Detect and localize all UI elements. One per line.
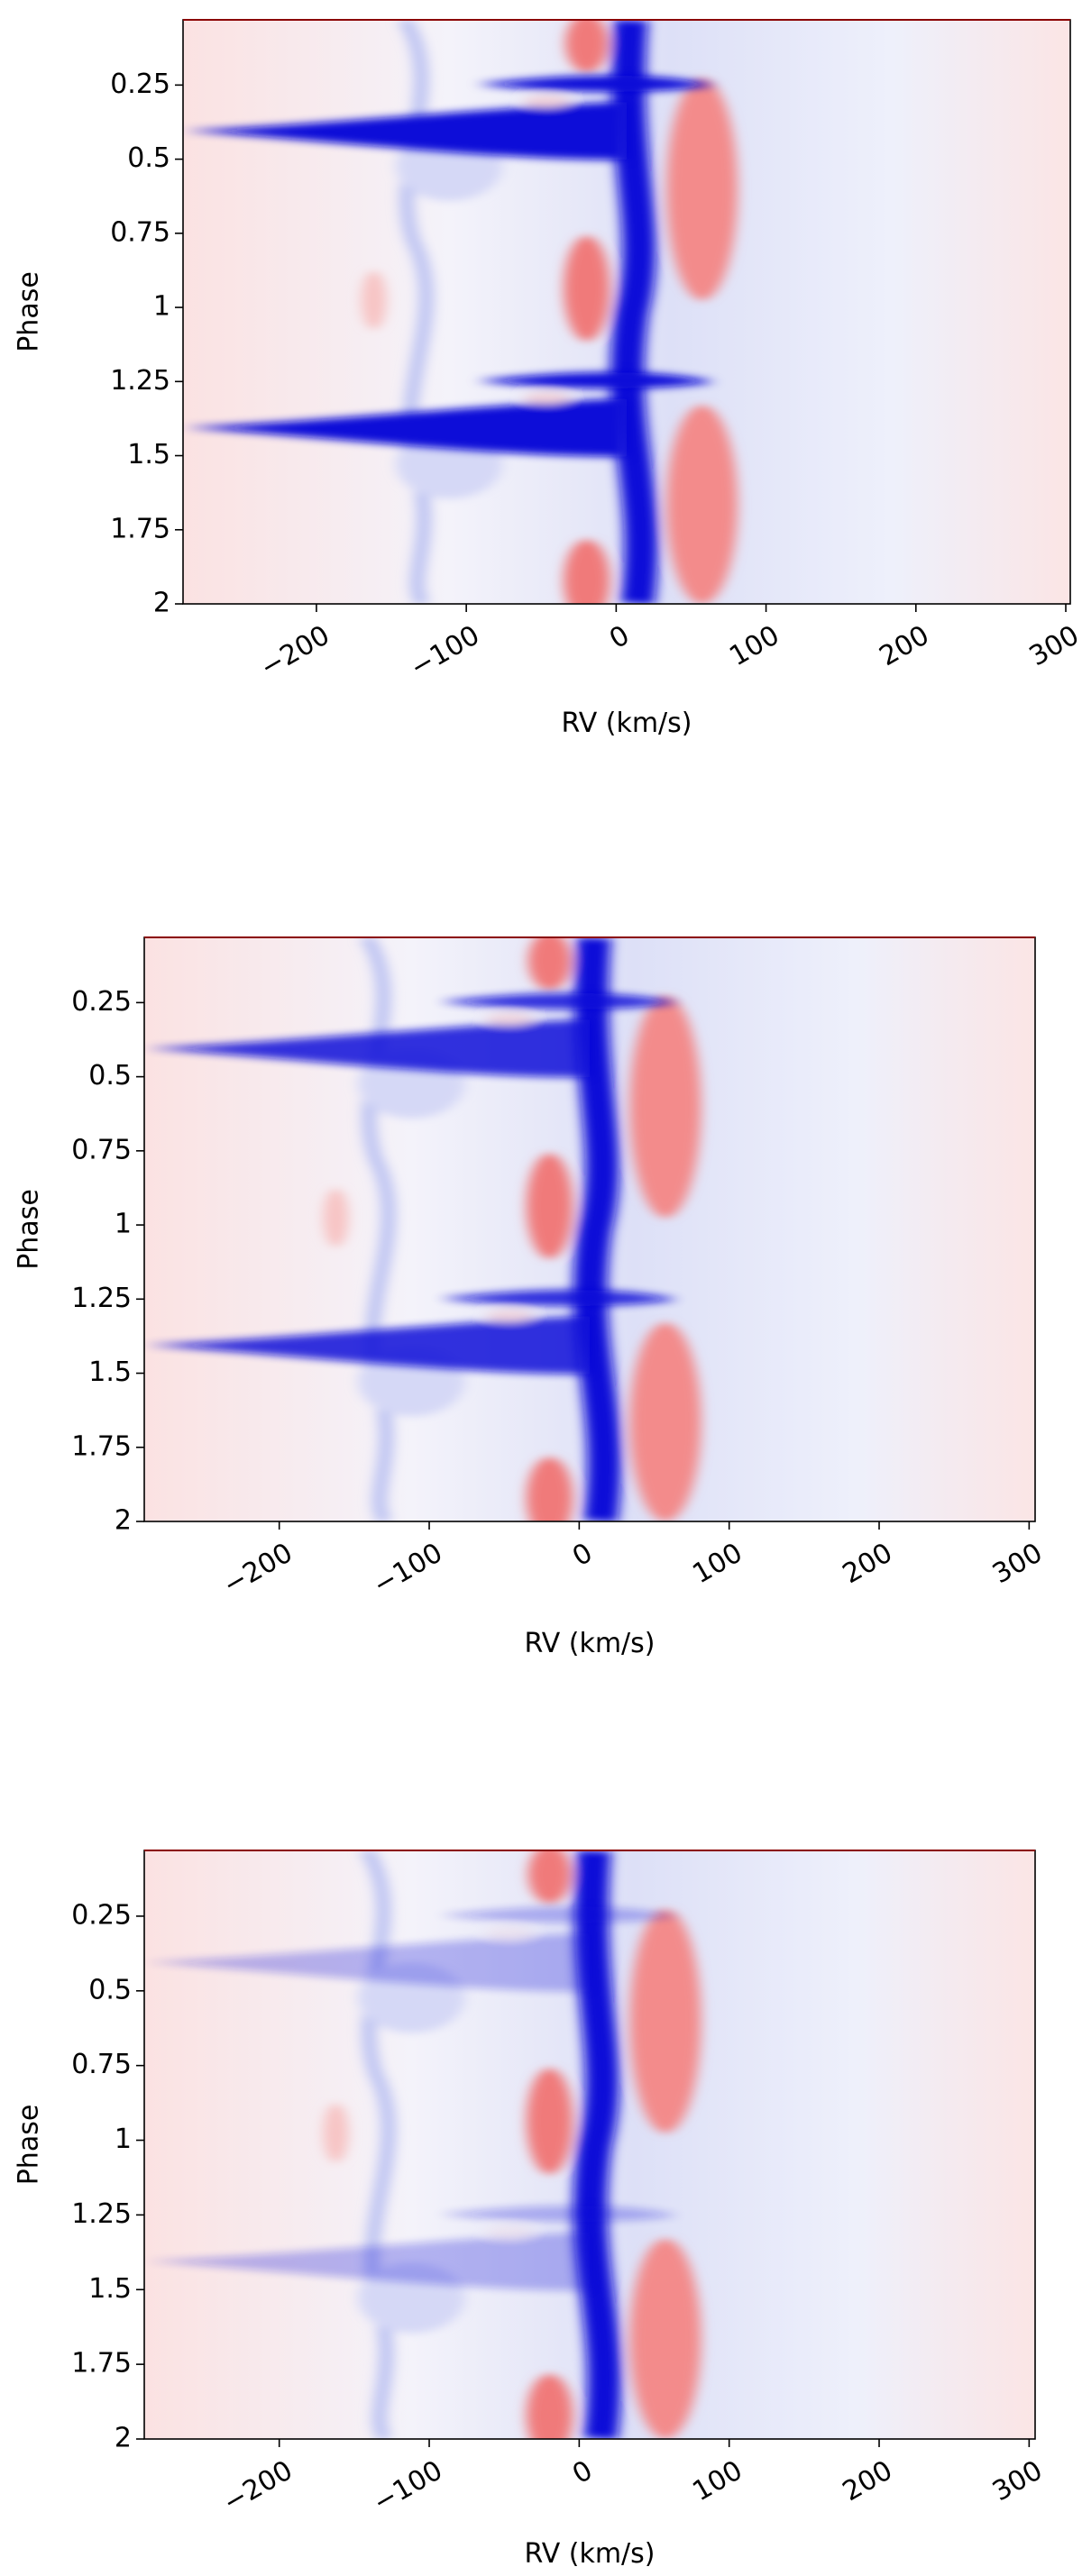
x-tick-label: 200: [875, 619, 935, 672]
y-tick-label: 1: [115, 1209, 132, 1240]
x-axis-label: RV (km/s): [524, 2538, 655, 2570]
x-tick-label: 300: [987, 1537, 1048, 1590]
x-tick-label: 0: [604, 619, 635, 655]
y-tick-label: 0.5: [88, 1974, 132, 2005]
y-tick-label: 0.75: [110, 216, 170, 248]
heatmap: [183, 14, 1070, 622]
x-tick-label: −100: [368, 1537, 448, 1602]
x-tick-label: 200: [838, 1537, 898, 1590]
x-tick-label: 300: [987, 2454, 1048, 2507]
y-tick-label: 2: [115, 2423, 132, 2454]
y-axis-label: Phase: [14, 1189, 45, 1270]
y-tick-label: 0.25: [71, 1899, 132, 1931]
chart-panel: −200 −100 0 100 200 300 0.25 0.5 0.75 1 1.25 1.5 1.7…: [14, 1844, 1048, 2570]
y-axis-label: Phase: [14, 271, 45, 352]
x-tick-label: 0: [567, 2454, 598, 2490]
x-tick-label: 200: [838, 2454, 898, 2507]
y-tick-label: 1.5: [88, 1357, 132, 1388]
chart-panel: −200 −100 0 100 200 300 0.25 0.5 0.75 1 1.25 1.5 1.7…: [14, 14, 1082, 739]
y-axis-label: Phase: [14, 2105, 45, 2186]
y-tick-label: 1.5: [127, 439, 170, 470]
x-tick-label: −100: [405, 619, 485, 684]
y-tick-label: 0.5: [127, 142, 170, 174]
y-tick-label: 2: [115, 1505, 132, 1537]
y-tick-label: 1: [115, 2124, 132, 2155]
y-tick-label: 0.75: [71, 2049, 132, 2080]
y-tick-label: 1.75: [71, 2348, 132, 2380]
y-tick-label: 2: [153, 588, 170, 619]
x-tick-label: 100: [687, 2454, 747, 2507]
chart-panel: −200 −100 0 100 200 300 0.25 0.5 0.75 1 1.25 1.5 1.7…: [14, 932, 1048, 1659]
y-tick-label: 1.25: [71, 2198, 132, 2230]
y-tick-label: 0.25: [71, 986, 132, 1018]
y-tick-label: 1.75: [71, 1430, 132, 1462]
x-tick-label: 300: [1024, 619, 1082, 672]
y-tick-label: 1.25: [110, 365, 170, 397]
x-axis-label: RV (km/s): [561, 708, 692, 739]
y-tick-label: 1.5: [88, 2273, 132, 2305]
x-axis-label: RV (km/s): [524, 1628, 655, 1659]
y-tick-label: 0.75: [71, 1134, 132, 1165]
x-tick-label: −200: [255, 619, 335, 684]
x-tick-label: −100: [368, 2454, 448, 2519]
y-tick-label: 1: [153, 291, 170, 323]
x-tick-label: 0: [567, 1537, 598, 1573]
heatmap: [144, 1844, 1035, 2456]
x-tick-label: 100: [687, 1537, 747, 1590]
y-tick-label: 1.75: [110, 513, 170, 544]
y-tick-label: 0.5: [88, 1060, 132, 1092]
heatmap: [144, 932, 1035, 1539]
x-tick-label: 100: [724, 619, 784, 672]
x-tick-label: −200: [218, 1537, 298, 1602]
y-tick-label: 0.25: [110, 69, 170, 100]
y-tick-label: 1.25: [71, 1283, 132, 1314]
x-tick-label: −200: [218, 2454, 298, 2519]
